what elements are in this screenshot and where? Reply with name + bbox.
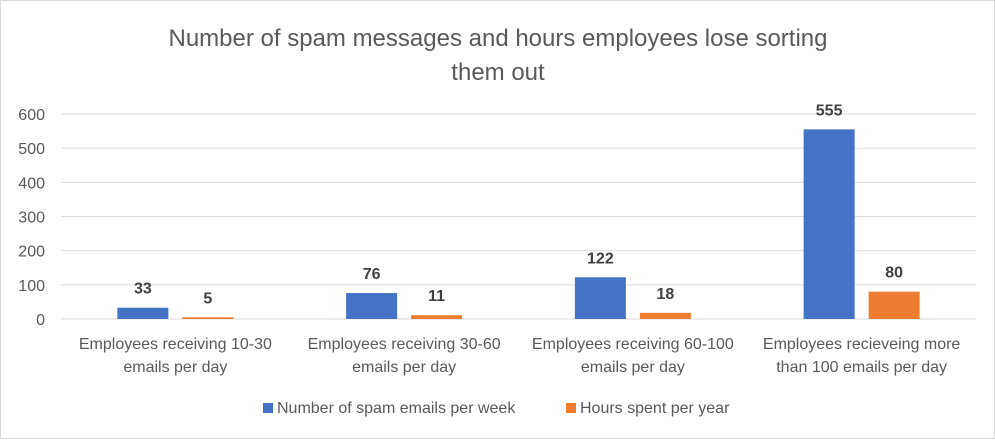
data-label: 555 — [816, 102, 843, 119]
bar-hours-spent — [411, 315, 463, 319]
bar-hours-spent — [182, 317, 234, 319]
legend-label: Number of spam emails per week — [277, 400, 516, 417]
data-label: 5 — [203, 290, 212, 307]
bar-spam-emails — [117, 307, 169, 319]
legend-swatch — [263, 403, 273, 413]
y-tick-label: 600 — [18, 107, 45, 124]
data-label: 18 — [656, 286, 674, 303]
data-label: 80 — [885, 265, 903, 282]
y-tick-label: 0 — [36, 312, 45, 329]
bar-hours-spent — [868, 291, 920, 319]
data-label: 11 — [428, 288, 445, 305]
x-tick-label: emails per day — [581, 359, 685, 376]
x-tick-label: than 100 emails per day — [776, 359, 947, 376]
x-tick-label: Employees receiving 30-60 — [308, 336, 501, 353]
y-tick-label: 500 — [18, 141, 45, 158]
chart-title: Number of spam messages and hours employ… — [169, 25, 828, 52]
bar-hours-spent — [639, 312, 691, 319]
data-label: 76 — [363, 266, 381, 283]
legend-label: Hours spent per year — [580, 400, 730, 417]
y-tick-label: 400 — [18, 175, 45, 192]
x-tick-label: Employees receiving 10-30 — [79, 336, 272, 353]
x-tick-label: emails per day — [352, 359, 456, 376]
bar-spam-emails — [574, 277, 626, 319]
y-tick-label: 200 — [18, 244, 45, 261]
bar-spam-emails — [803, 129, 855, 319]
data-label: 33 — [134, 281, 152, 298]
legend-swatch — [566, 403, 576, 413]
y-tick-label: 300 — [18, 210, 45, 227]
data-label: 122 — [587, 250, 614, 267]
bar-spam-emails — [346, 293, 398, 319]
chart-title: them out — [451, 59, 545, 86]
x-tick-label: emails per day — [123, 359, 227, 376]
x-tick-label: Employees recieveing more — [763, 336, 961, 353]
x-tick-label: Employees receiving 60-100 — [532, 336, 734, 353]
y-tick-label: 100 — [18, 278, 45, 295]
